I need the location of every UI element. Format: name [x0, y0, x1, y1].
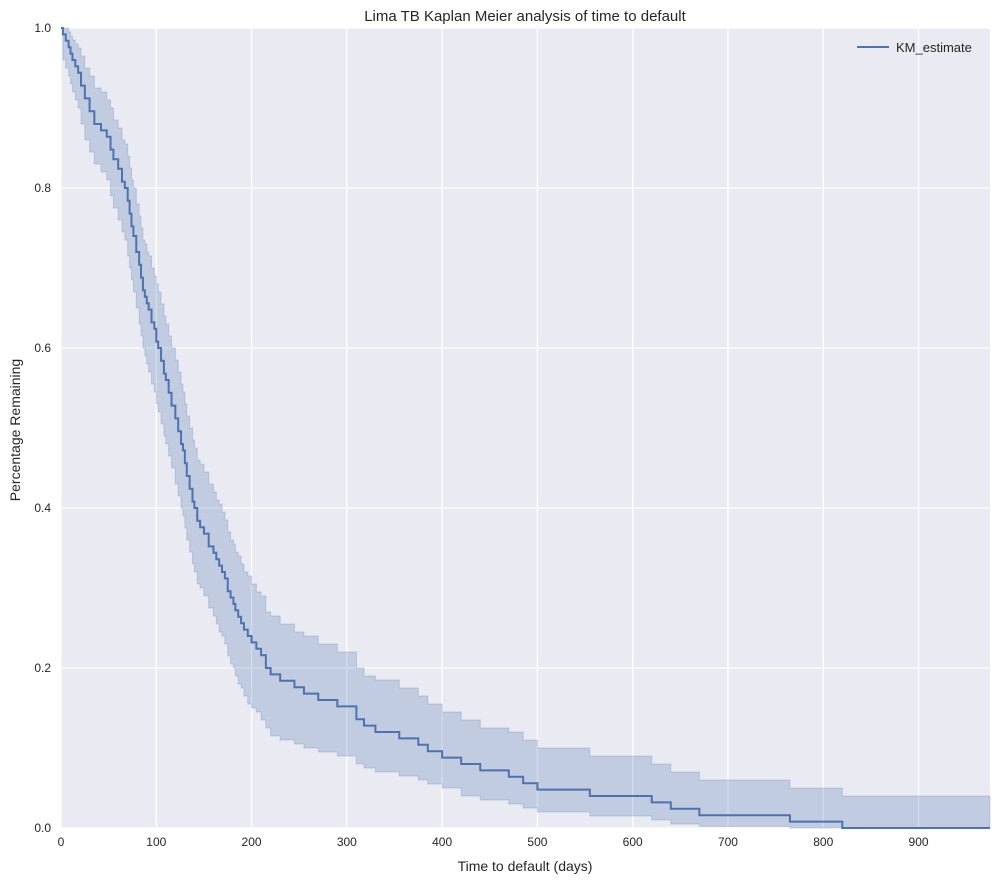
- x-axis-label: Time to default (days): [458, 858, 593, 874]
- x-tick-label: 600: [623, 835, 643, 849]
- x-tick-label: 400: [432, 835, 452, 849]
- y-tick-label: 1.0: [34, 21, 51, 35]
- chart-title: Lima TB Kaplan Meier analysis of time to…: [364, 8, 686, 25]
- legend: KM_estimate: [857, 40, 972, 55]
- x-tick-label: 200: [242, 835, 262, 849]
- km-line: [61, 27, 990, 829]
- x-tick-label: 100: [146, 835, 166, 849]
- legend-label-km-estimate: KM_estimate: [896, 40, 972, 55]
- y-tick-label: 0.6: [34, 341, 51, 355]
- y-axis-label: Percentage Remaining: [7, 359, 23, 501]
- plot-area: [61, 28, 990, 828]
- km-estimate-line: [61, 27, 990, 829]
- y-tick-label: 0.4: [34, 501, 51, 515]
- y-tick-label: 0.0: [34, 821, 51, 835]
- tick-labels: 0 100 200 300 400 500 600 700 800 900 0.0 0.2 0.4 0.6…: [34, 21, 929, 849]
- x-tick-label: 700: [718, 835, 738, 849]
- x-tick-label: 900: [909, 835, 929, 849]
- x-tick-label: 800: [813, 835, 833, 849]
- y-tick-label: 0.2: [34, 661, 51, 675]
- x-tick-label: 300: [337, 835, 357, 849]
- y-tick-label: 0.8: [34, 181, 51, 195]
- grid: [60, 27, 990, 829]
- x-tick-label: 500: [527, 835, 547, 849]
- x-tick-label: 0: [58, 835, 65, 849]
